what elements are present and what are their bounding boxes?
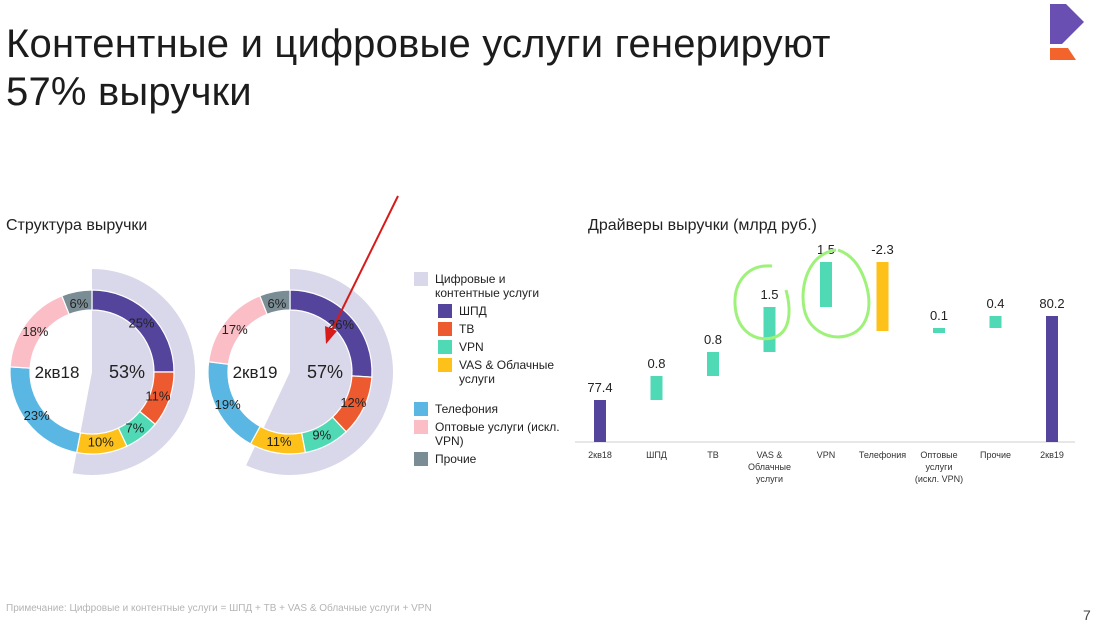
legend-label: Телефония: [435, 402, 498, 416]
category-label: ШПД: [646, 450, 667, 460]
slice-label: 6%: [267, 296, 286, 311]
bar-value-label: 0.8: [704, 332, 722, 347]
bar-value-label: 80.2: [1039, 296, 1064, 311]
legend-item: Цифровые и контентные услуги: [414, 272, 564, 300]
legend-item: VPN: [414, 340, 564, 354]
logo: [1050, 4, 1084, 60]
waterfall-bar: [594, 400, 606, 442]
waterfall-bar: [763, 307, 776, 352]
category-label: VAS & Облачные услуги: [748, 450, 791, 484]
bar-value-label: 0.1: [930, 308, 948, 323]
legend-item: Оптовые услуги (искл. VPN): [414, 420, 564, 448]
slice-label: 11%: [267, 434, 292, 449]
donut-slice: [61, 289, 93, 316]
slice-label: 23%: [24, 408, 50, 423]
donut-slice: [259, 289, 291, 316]
bar-value-label: -2.3: [871, 242, 893, 257]
page-number: 7: [1083, 607, 1091, 623]
bar-value-label: 1.5: [817, 242, 835, 257]
slice-label: 6%: [69, 296, 88, 311]
slice-label: 10%: [88, 434, 114, 449]
legend: Цифровые и контентные услуги ШПД ТВ VPN VAS …: [414, 272, 564, 470]
slice-label: 9%: [312, 427, 331, 442]
highlight-wedge: [80, 310, 155, 434]
waterfall-bar: [876, 262, 889, 331]
waterfall-bar: [933, 328, 945, 333]
bar-value-label: 0.8: [647, 356, 665, 371]
waterfall-chart: 77.4 2кв18 0.8 ШПД 0.8 ТВ 1.5 VAS & Облачные услу…: [575, 242, 1075, 484]
donut-highlight-label: 53%: [109, 362, 145, 382]
category-label: Прочие: [980, 450, 1011, 460]
legend-swatch: [438, 358, 452, 372]
legend-label: VAS & Облачные услуги: [459, 358, 555, 386]
waterfall-bar: [820, 262, 832, 307]
waterfall-bar: [989, 316, 1002, 328]
legend-label: Цифровые и контентные услуги: [435, 272, 540, 300]
slice-label: 12%: [340, 395, 366, 410]
waterfall-bar: [1046, 316, 1058, 442]
legend-item: Прочие: [414, 452, 564, 466]
donut-chart: 26% 12% 9% 11% 19% 17% 6% 2кв19 57%: [207, 269, 394, 475]
slice-label: 11%: [145, 389, 170, 404]
legend-swatch: [438, 340, 452, 354]
legend-item: Телефония: [414, 402, 564, 416]
donut-charts: 25% 11% 7% 10% 23% 18% 6% 2кв18 53% 26% 12% 9% 11% 19…: [9, 269, 394, 475]
donut-chart: 25% 11% 7% 10% 23% 18% 6% 2кв18 53%: [9, 269, 195, 475]
slice-label: 19%: [215, 397, 241, 412]
legend-swatch: [414, 402, 428, 416]
structure-title: Структура выручки: [6, 217, 148, 234]
waterfall-bar: [707, 352, 719, 376]
legend-swatch: [414, 272, 428, 286]
logo-orange-shape: [1050, 48, 1076, 60]
legend-item: ШПД: [414, 304, 564, 318]
legend-gap: [414, 390, 564, 402]
highlight-band: [72, 269, 195, 475]
legend-item: ТВ: [414, 322, 564, 336]
category-label: Телефония: [859, 450, 906, 460]
legend-item: VAS & Облачные услуги: [414, 358, 564, 386]
slice-label: 17%: [222, 322, 248, 337]
drivers-title: Драйверы выручки (млрд руб.): [588, 217, 817, 234]
legend-swatch: [414, 452, 428, 466]
waterfall-bar: [650, 376, 663, 400]
legend-swatch: [438, 304, 452, 318]
legend-swatch: [438, 322, 452, 336]
slice-label: 18%: [22, 324, 48, 339]
category-label: 2кв18: [588, 450, 612, 460]
bar-value-label: 1.5: [760, 287, 778, 302]
legend-label: VPN: [459, 340, 484, 354]
category-label: VPN: [817, 450, 836, 460]
footnote: Примечание: Цифровые и контентные услуги…: [6, 603, 432, 614]
title-line-1: Контентные и цифровые услуги генерируют: [6, 22, 831, 66]
legend-swatch: [414, 420, 428, 434]
slice-label: 26%: [328, 317, 354, 332]
title-line-2: 57% выручки: [6, 70, 252, 114]
slice-label: 25%: [128, 316, 154, 331]
category-label: Оптовые услуги (искл. VPN): [915, 450, 963, 484]
page-title: Контентные и цифровые услуги генерируют …: [6, 20, 986, 116]
category-label: 2кв19: [1040, 450, 1064, 460]
legend-label: ШПД: [459, 304, 487, 318]
legend-label: Прочие: [435, 452, 477, 466]
legend-label: ТВ: [459, 322, 475, 336]
donut-center-label: 2кв19: [233, 363, 278, 382]
logo-purple-shape: [1050, 4, 1084, 44]
bar-value-label: 0.4: [986, 296, 1004, 311]
slice-label: 7%: [126, 420, 145, 435]
donut-highlight-label: 57%: [307, 362, 343, 382]
category-label: ТВ: [707, 450, 719, 460]
donut-center-label: 2кв18: [35, 363, 80, 382]
bar-value-label: 77.4: [587, 380, 612, 395]
legend-label: Оптовые услуги (искл. VPN): [435, 420, 560, 448]
